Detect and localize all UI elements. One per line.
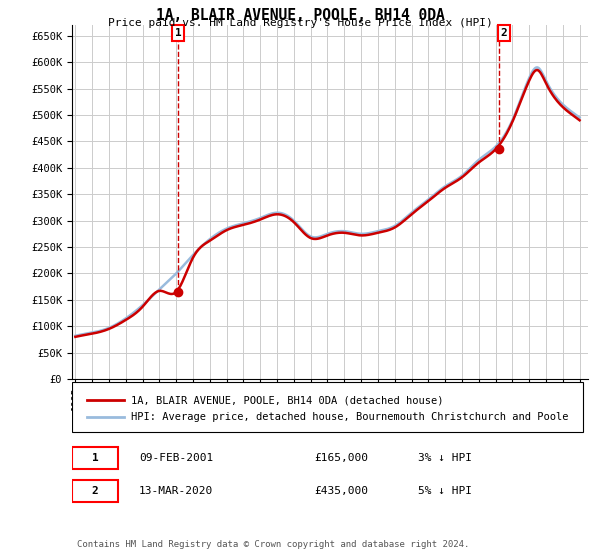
Text: 3% ↓ HPI: 3% ↓ HPI	[418, 453, 472, 463]
Text: 1: 1	[175, 28, 181, 38]
Text: Contains HM Land Registry data © Crown copyright and database right 2024.: Contains HM Land Registry data © Crown c…	[77, 540, 470, 549]
Text: 2: 2	[500, 28, 508, 38]
FancyBboxPatch shape	[72, 480, 118, 502]
Text: 2: 2	[92, 486, 98, 496]
Text: £435,000: £435,000	[314, 486, 368, 496]
Text: 1A, BLAIR AVENUE, POOLE, BH14 0DA (detached house): 1A, BLAIR AVENUE, POOLE, BH14 0DA (detac…	[131, 395, 444, 405]
Text: Price paid vs. HM Land Registry's House Price Index (HPI): Price paid vs. HM Land Registry's House …	[107, 18, 493, 29]
FancyBboxPatch shape	[72, 447, 118, 469]
Text: 1A, BLAIR AVENUE, POOLE, BH14 0DA: 1A, BLAIR AVENUE, POOLE, BH14 0DA	[155, 8, 445, 24]
FancyBboxPatch shape	[72, 382, 583, 432]
Text: 1: 1	[92, 453, 98, 463]
Text: 13-MAR-2020: 13-MAR-2020	[139, 486, 214, 496]
Text: 5% ↓ HPI: 5% ↓ HPI	[418, 486, 472, 496]
Text: £165,000: £165,000	[314, 453, 368, 463]
Text: HPI: Average price, detached house, Bournemouth Christchurch and Poole: HPI: Average price, detached house, Bour…	[131, 412, 569, 422]
Text: 09-FEB-2001: 09-FEB-2001	[139, 453, 214, 463]
